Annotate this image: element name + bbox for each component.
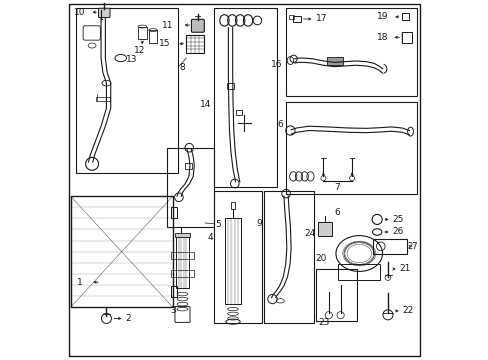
Bar [230,202,235,209]
Text: 9: 9 [255,219,261,228]
Text: 6: 6 [277,120,282,129]
Bar [372,239,406,253]
Bar [402,32,411,43]
Text: 5: 5 [215,220,221,229]
Text: 7: 7 [333,183,339,192]
Text: 3: 3 [169,306,175,315]
Bar [96,97,110,101]
FancyBboxPatch shape [191,19,204,32]
FancyBboxPatch shape [99,8,110,18]
Bar [401,13,408,21]
Text: 27: 27 [407,242,417,251]
Bar [167,148,214,226]
Text: 26: 26 [392,228,403,237]
Text: 13: 13 [126,55,138,64]
Text: 6: 6 [333,208,339,217]
Bar [171,252,193,259]
Bar [289,15,293,19]
Text: 18: 18 [376,33,387,42]
Bar [214,191,262,323]
Bar [184,163,191,168]
Text: 16: 16 [271,60,282,69]
Bar [148,30,157,43]
Bar [171,207,177,218]
Bar [186,36,203,53]
Bar [316,269,357,320]
Bar [171,270,193,277]
Bar [318,222,331,235]
Bar [292,16,300,22]
Bar [235,111,242,116]
Bar [138,27,146,40]
Text: 24: 24 [304,229,315,238]
Text: 10: 10 [74,8,85,17]
Text: 8: 8 [179,63,184,72]
Text: 17: 17 [315,14,326,23]
Bar [76,8,178,173]
Text: 15: 15 [159,39,170,48]
Bar [264,191,314,323]
Text: 4: 4 [207,233,212,242]
Text: 22: 22 [402,306,413,315]
Bar [285,102,416,194]
Bar [226,83,234,89]
Bar [171,286,177,297]
Bar [224,218,241,304]
Text: 2: 2 [125,314,131,323]
Text: 1: 1 [77,278,82,287]
Bar [285,8,416,96]
Text: 23: 23 [318,318,329,327]
Bar [174,233,190,237]
Bar [175,237,189,288]
Bar [326,57,343,64]
Text: 11: 11 [162,21,173,30]
Text: 19: 19 [376,12,387,21]
Text: 12: 12 [134,46,145,55]
Text: 25: 25 [392,215,403,224]
Bar [214,8,276,187]
Text: 21: 21 [399,265,410,274]
Text: 20: 20 [315,254,326,263]
Bar [338,264,379,280]
Bar [70,196,172,307]
Text: 14: 14 [200,100,211,109]
